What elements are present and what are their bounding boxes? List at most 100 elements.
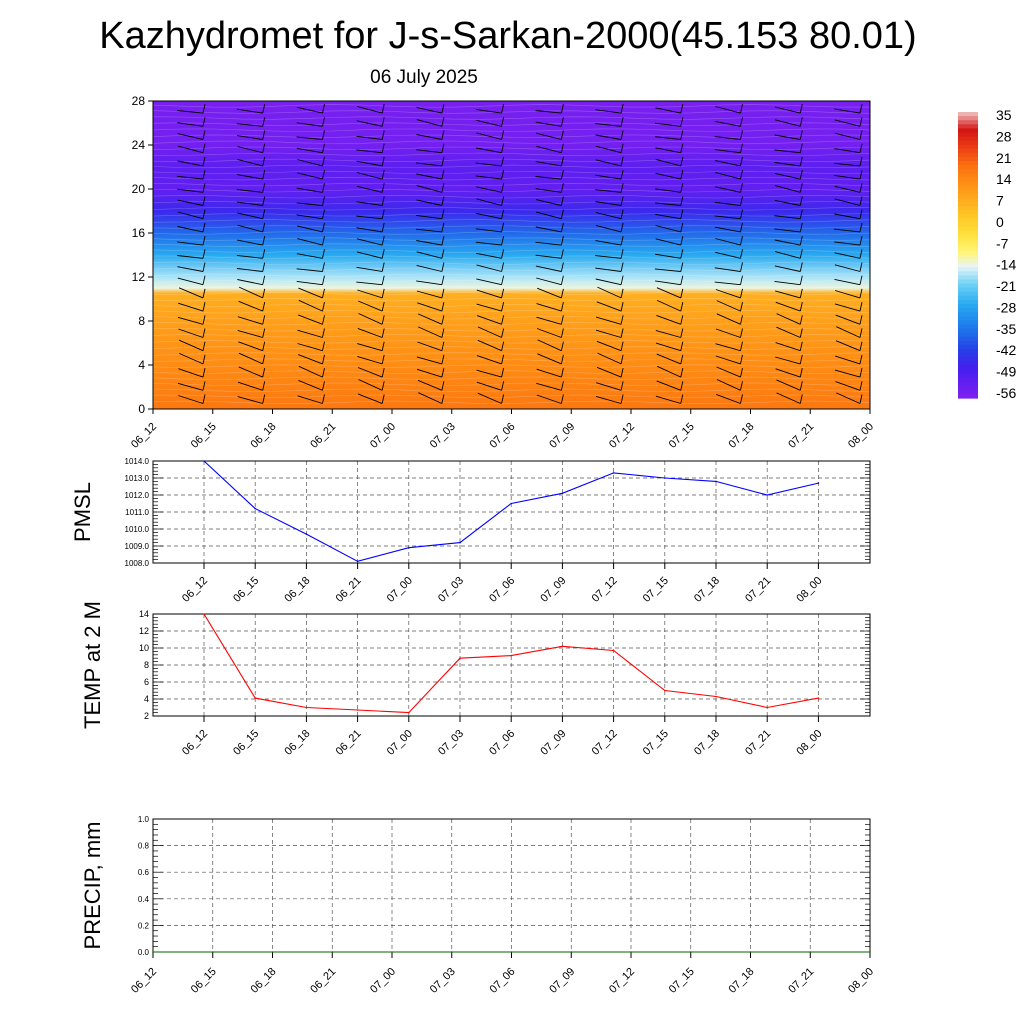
wind-barb-flag: [680, 368, 684, 378]
wind-barb-flag: [680, 183, 684, 193]
wind-barb: [715, 171, 741, 180]
wind-barb: [177, 241, 204, 246]
wind-barb-flag: [680, 117, 684, 127]
wind-barb: [596, 301, 622, 312]
colorbar-segment: [958, 222, 978, 227]
wind-barb-flag: [740, 222, 743, 232]
wind-barb-flag: [501, 354, 505, 364]
wind-barb-flag: [202, 104, 206, 114]
wind-barb-flag: [859, 170, 863, 180]
contour-line: [152, 370, 871, 374]
wind-barb: [834, 119, 861, 127]
wind-barb: [298, 299, 323, 312]
wind-barb: [298, 314, 323, 325]
wind-barb: [179, 352, 204, 365]
wind-barb: [595, 316, 622, 325]
colorbar-segment: [958, 136, 978, 142]
wind-barb-flag: [322, 328, 325, 338]
wind-barb: [475, 228, 502, 233]
contour-line: [152, 104, 870, 108]
wind-barb-flag: [262, 156, 266, 166]
colorbar-segment: [958, 120, 978, 125]
wind-barb-flag: [441, 354, 445, 364]
y-tick-label: 24: [132, 138, 146, 152]
y-tick-label: 1011.0: [125, 508, 149, 517]
contour-line: [152, 237, 871, 241]
wind-barb-flag: [799, 143, 803, 153]
contour-line: [152, 267, 871, 271]
wind-barb-flag: [560, 196, 564, 206]
wind-barb: [418, 326, 443, 338]
wind-barb-flag: [501, 170, 505, 180]
wind-barb-flag: [381, 209, 385, 219]
wind-barb-flag: [441, 262, 445, 272]
wind-barb: [655, 172, 681, 180]
wind-barb: [476, 289, 502, 299]
contour-line: [152, 146, 871, 150]
colorbar-segment: [958, 161, 978, 166]
wind-barb: [714, 120, 741, 127]
wind-barb: [655, 342, 681, 352]
wind-barb: [357, 393, 383, 404]
colorbar-label: 14: [996, 171, 1012, 187]
colorbar-segment: [958, 210, 978, 215]
colorbar-segment: [958, 124, 978, 129]
wind-barb: [714, 201, 741, 206]
data-point: [459, 657, 461, 659]
wind-barb-flag: [441, 170, 445, 180]
wind-barb: [655, 147, 681, 154]
contour-line: [152, 213, 871, 217]
x-tick-label: 06_18: [282, 575, 312, 605]
wind-barb-flag: [202, 354, 206, 364]
x-tick-label: 07_03: [436, 728, 466, 758]
wind-barb-flag: [262, 236, 266, 246]
wind-barb: [535, 226, 562, 233]
wind-barb-flag: [680, 249, 684, 259]
colorbar-segment: [958, 185, 978, 191]
colorbar-segment: [958, 169, 978, 174]
wind-barb-flag: [740, 302, 743, 312]
wind-barb-flag: [322, 236, 325, 246]
contour-line: [152, 128, 871, 132]
wind-barb-flag: [560, 341, 564, 351]
x-tick-label: 07_18: [727, 966, 757, 996]
wind-barb: [597, 352, 622, 365]
wind-barb: [834, 278, 861, 286]
wind-barb: [356, 185, 383, 193]
wind-barb: [297, 225, 323, 233]
wind-barb-flag: [381, 236, 385, 246]
wind-barb-flag: [620, 341, 624, 351]
wind-barb-flag: [501, 262, 505, 272]
contour-line: [152, 201, 871, 205]
wind-barb: [834, 228, 861, 233]
data-point: [271, 951, 274, 953]
contour-line: [152, 394, 871, 399]
wind-barb: [774, 185, 801, 193]
wind-barb-flag: [441, 328, 445, 338]
wind-barb: [178, 395, 204, 404]
colorbar-label: 21: [996, 150, 1012, 166]
wind-barb-flag: [501, 104, 505, 114]
wind-barb: [296, 147, 323, 154]
y-tick-label: 0.4: [138, 895, 150, 904]
contour-lines: [152, 104, 871, 404]
wind-barb: [415, 228, 442, 233]
wind-barb-flag: [441, 196, 445, 206]
y-tick-label: 20: [132, 182, 146, 196]
contour-line: [152, 309, 871, 314]
wind-barb-flag: [560, 143, 564, 153]
wind-barb: [834, 264, 861, 272]
wind-barb-flag: [381, 341, 385, 351]
wind-barb: [237, 146, 263, 154]
wind-barb: [655, 213, 681, 220]
wind-barb-flag: [680, 143, 684, 153]
wind-barb: [535, 188, 562, 193]
wind-barb: [356, 238, 383, 246]
wind-barb-flag: [202, 130, 206, 140]
wind-barb: [655, 188, 681, 193]
wind-barb-flag: [680, 315, 684, 325]
wind-barb: [714, 149, 741, 154]
wind-barb: [596, 382, 622, 391]
wind-barb-flag: [799, 368, 803, 378]
